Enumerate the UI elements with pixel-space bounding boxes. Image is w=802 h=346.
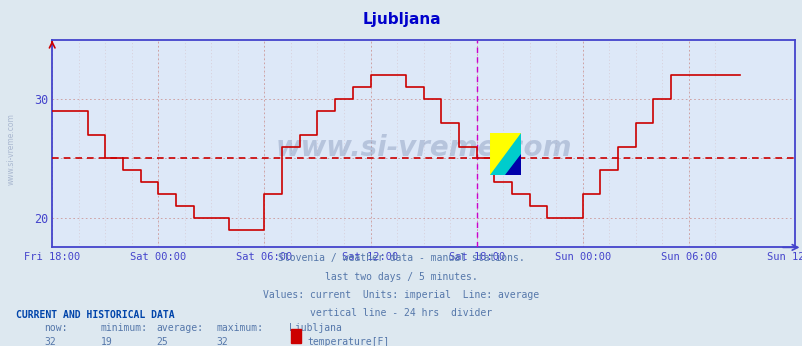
Polygon shape xyxy=(504,154,520,175)
Text: minimum:: minimum: xyxy=(100,323,148,333)
Text: temperature[F]: temperature[F] xyxy=(307,337,389,346)
Polygon shape xyxy=(489,133,520,175)
Text: maximum:: maximum: xyxy=(217,323,264,333)
Text: www.si-vreme.com: www.si-vreme.com xyxy=(6,113,15,185)
Text: 32: 32 xyxy=(217,337,229,346)
Text: 19: 19 xyxy=(100,337,112,346)
Text: CURRENT AND HISTORICAL DATA: CURRENT AND HISTORICAL DATA xyxy=(16,310,175,320)
Text: Ljubljana: Ljubljana xyxy=(362,12,440,27)
Text: www.si-vreme.com: www.si-vreme.com xyxy=(275,134,571,162)
Text: last two days / 5 minutes.: last two days / 5 minutes. xyxy=(325,272,477,282)
Text: Ljubljana: Ljubljana xyxy=(289,323,342,333)
Text: 32: 32 xyxy=(44,337,56,346)
Text: 25: 25 xyxy=(156,337,168,346)
Text: Values: current  Units: imperial  Line: average: Values: current Units: imperial Line: av… xyxy=(263,290,539,300)
Text: vertical line - 24 hrs  divider: vertical line - 24 hrs divider xyxy=(310,308,492,318)
Text: average:: average: xyxy=(156,323,204,333)
Text: now:: now: xyxy=(44,323,67,333)
Text: Slovenia / weather data - manual stations.: Slovenia / weather data - manual station… xyxy=(277,253,525,263)
Polygon shape xyxy=(489,133,520,175)
